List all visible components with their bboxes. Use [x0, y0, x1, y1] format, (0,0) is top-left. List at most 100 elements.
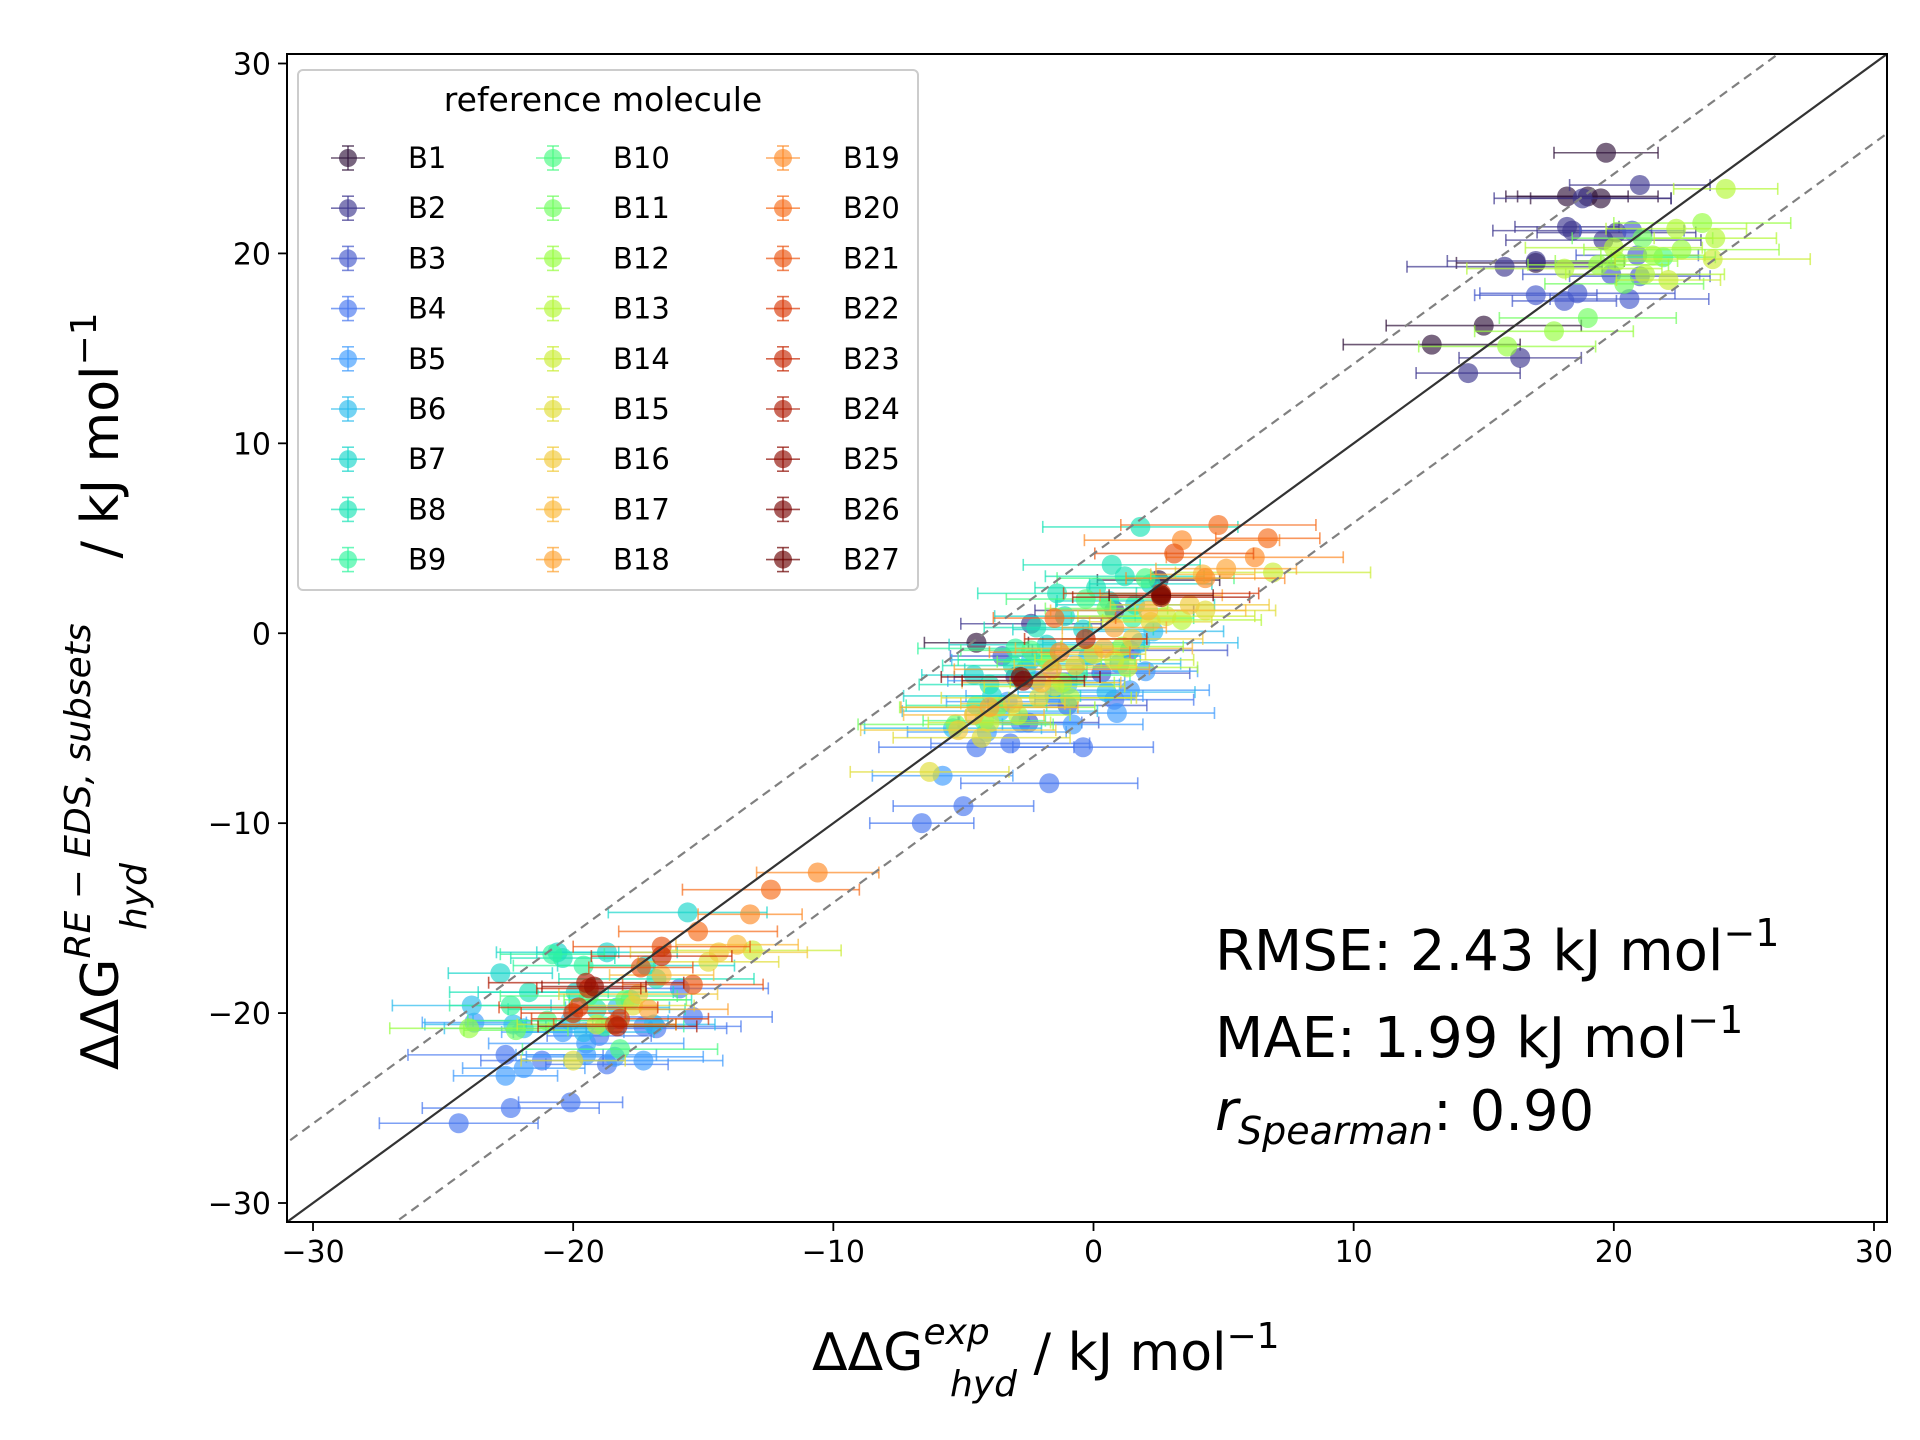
- legend-entry-B6: B6: [331, 392, 446, 426]
- legend-marker: [339, 450, 357, 469]
- rmse-unit-exponent: −1: [1723, 911, 1779, 955]
- data-point: [542, 944, 563, 965]
- legend-label: B2: [408, 191, 446, 225]
- spearman-subscript: Spearman: [1238, 1109, 1433, 1153]
- upper-band-line: [287, 54, 1781, 1144]
- legend-entry-B24: B24: [766, 392, 900, 426]
- legend-label: B21: [843, 241, 900, 275]
- legend-entry-B3: B3: [331, 241, 446, 275]
- legend-entry-B19: B19: [766, 141, 900, 175]
- legend-label: B16: [613, 442, 670, 476]
- data-point: [1073, 737, 1094, 758]
- y-axis-label: ΔΔGRE − EDS, subsets hyd / kJ mol−1: [58, 312, 155, 1070]
- data-point: [1557, 216, 1577, 237]
- data-point: [495, 1065, 516, 1086]
- legend-label: B25: [843, 442, 900, 476]
- data-point: [1122, 608, 1143, 629]
- data-point: [963, 704, 984, 725]
- data-point: [1208, 514, 1229, 535]
- legend-marker: [774, 500, 792, 519]
- data-point: [1000, 733, 1021, 754]
- x-tick-label: 0: [1084, 1235, 1103, 1270]
- mae-text: MAE: 1.99 kJ mol−1: [1215, 998, 1743, 1071]
- data-point: [1473, 315, 1494, 336]
- spearman-value: 0.90: [1470, 1079, 1595, 1144]
- data-point: [1635, 264, 1656, 285]
- data-point: [1257, 528, 1278, 549]
- data-point: [760, 879, 781, 900]
- legend-label: B8: [408, 492, 446, 526]
- legend-entry-B5: B5: [331, 342, 446, 376]
- legend-marker: [339, 149, 357, 167]
- data-point: [1671, 239, 1692, 260]
- y-tick-label: −10: [208, 807, 271, 842]
- legend-title: reference molecule: [444, 80, 762, 119]
- legend-marker: [544, 349, 562, 368]
- series-B1: [923, 142, 1672, 653]
- axes: −30 −30 −20 −20 −10 −10 0 0 10 10 20 20 30 30: [208, 47, 1893, 1270]
- data-point: [1263, 562, 1284, 583]
- legend-entry-B27: B27: [766, 543, 900, 577]
- data-point: [630, 957, 651, 978]
- data-point: [953, 796, 974, 817]
- legend-label: B3: [408, 241, 446, 275]
- data-point: [807, 862, 828, 883]
- series-B17: [608, 564, 1256, 986]
- mae-value: 1.99: [1374, 1006, 1499, 1071]
- legend-marker: [544, 249, 562, 268]
- data-point: [597, 942, 617, 963]
- data-point: [1041, 659, 1062, 680]
- x-tick-label: 30: [1855, 1235, 1893, 1270]
- data-point: [1658, 270, 1679, 291]
- data-point: [1114, 566, 1135, 587]
- legend-label: B12: [613, 241, 670, 275]
- y-tick-label: 30: [233, 47, 271, 82]
- legend-label: B20: [843, 191, 900, 225]
- x-label-unit: / kJ mol: [1017, 1323, 1226, 1383]
- mae-unit: kJ mol: [1498, 1006, 1687, 1071]
- rmse-text: RMSE: 2.43 kJ mol−1: [1215, 911, 1779, 984]
- legend-entry-B8: B8: [331, 492, 446, 526]
- legend-entry-B17: B17: [536, 492, 670, 526]
- data-point: [979, 712, 1000, 733]
- data-point: [688, 921, 709, 942]
- data-point: [1494, 256, 1515, 277]
- legend-entry-B13: B13: [536, 292, 670, 326]
- legend-label: B23: [843, 342, 900, 376]
- data-point: [1596, 142, 1617, 163]
- y-label-base: ΔΔG: [71, 959, 131, 1070]
- data-point: [1021, 640, 1042, 661]
- spearman-separator: :: [1433, 1079, 1470, 1144]
- legend-entry-B18: B18: [536, 543, 670, 577]
- data-point: [1497, 336, 1518, 357]
- data-point: [1525, 285, 1546, 306]
- legend-marker: [544, 500, 562, 519]
- legend-marker: [544, 199, 562, 218]
- data-point: [1065, 655, 1086, 676]
- spearman-text: rSpearman: 0.90: [1215, 1079, 1594, 1153]
- legend-marker: [774, 450, 792, 469]
- legend-marker: [544, 299, 562, 318]
- x-label-base: ΔΔG: [812, 1323, 923, 1383]
- data-point: [1216, 558, 1237, 579]
- data-point: [1543, 321, 1564, 342]
- legend-entry-B20: B20: [766, 191, 900, 225]
- legend-marker: [339, 249, 357, 268]
- x-label-unit-exponent: −1: [1226, 1316, 1279, 1357]
- data-point: [1715, 178, 1736, 199]
- data-point: [1421, 334, 1442, 355]
- legend-entry-B10: B10: [536, 141, 670, 175]
- data-point: [1075, 589, 1096, 610]
- legend-label: B11: [613, 191, 670, 225]
- legend-marker: [339, 400, 357, 418]
- x-label-sup: exp: [923, 1312, 989, 1353]
- x-axis-label: ΔΔGexp hyd / kJ mol−1: [812, 1312, 1280, 1405]
- data-point: [1510, 347, 1531, 368]
- data-point: [490, 963, 511, 984]
- data-point: [607, 1016, 628, 1037]
- plot-frame: [286, 53, 1888, 1223]
- x-tick-label: −30: [281, 1235, 344, 1270]
- data-point: [518, 982, 539, 1003]
- legend-marker: [774, 400, 792, 418]
- legend-label: B10: [613, 141, 670, 175]
